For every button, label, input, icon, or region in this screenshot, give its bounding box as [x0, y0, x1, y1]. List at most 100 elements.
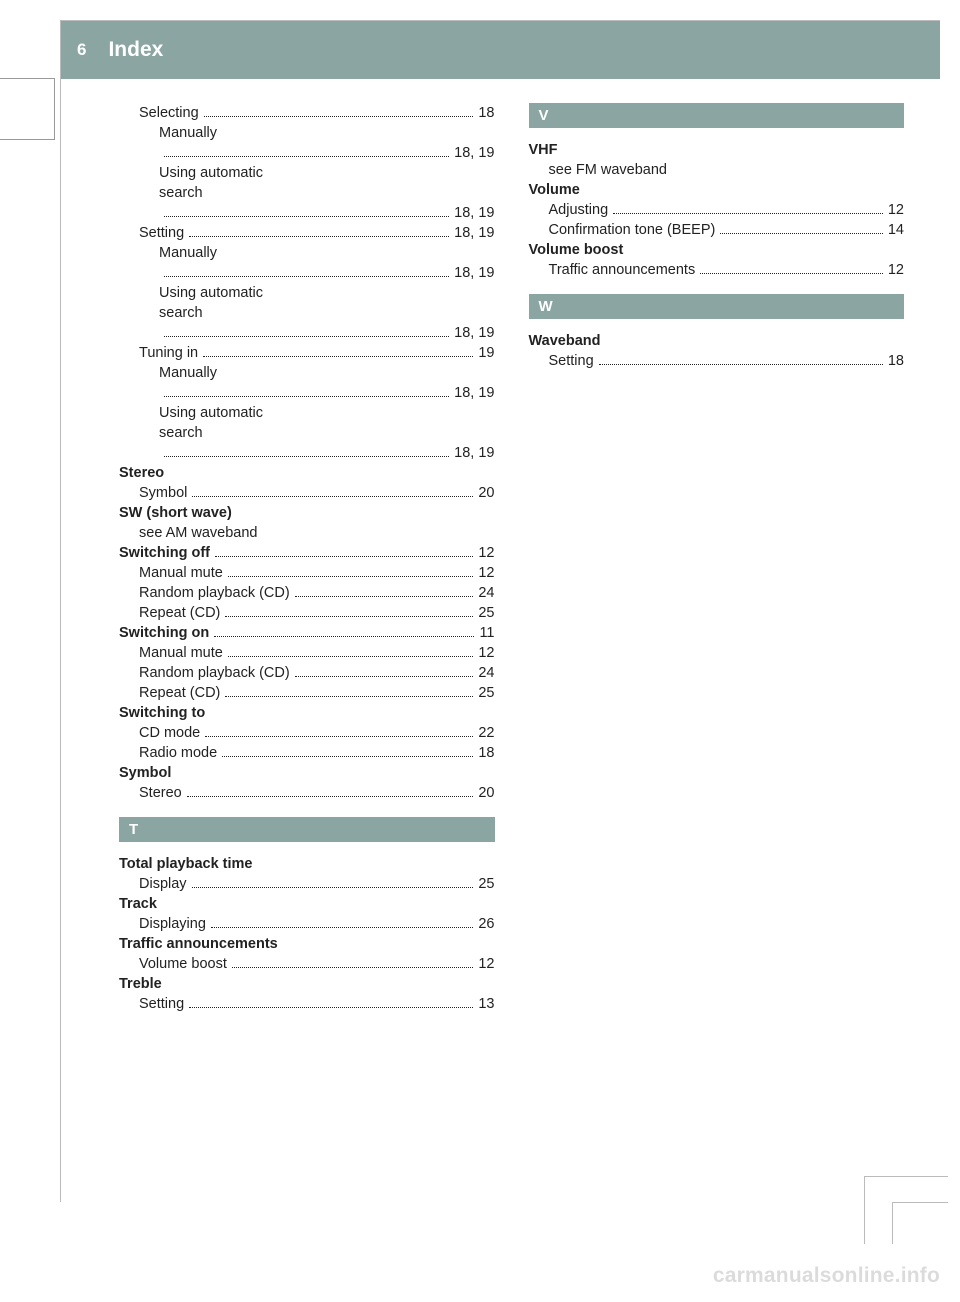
- index-entry-page: 18, 19: [454, 203, 494, 223]
- index-entry-leader: [203, 356, 473, 357]
- index-entry-leader: [225, 696, 473, 697]
- index-entry-leader: [228, 656, 474, 657]
- index-text: Using automatic: [119, 403, 495, 423]
- index-entry-leader: [720, 233, 883, 234]
- index-section-bar: V: [529, 103, 905, 128]
- index-entry-page: 12: [888, 260, 904, 280]
- index-text: Manually: [119, 123, 495, 143]
- index-entry: Random playback (CD)24: [119, 583, 495, 603]
- index-text: Waveband: [529, 331, 905, 351]
- index-entry-leader: [700, 273, 883, 274]
- index-entry-page: 12: [478, 643, 494, 663]
- index-entry-label: Repeat (CD): [139, 683, 220, 703]
- index-entry-page: 18, 19: [454, 443, 494, 463]
- index-entry-page: 12: [478, 543, 494, 563]
- page-frame: 6 Index Selecting18Manually18, 19Using a…: [60, 20, 940, 1202]
- page-corner-outer: [864, 1176, 948, 1244]
- index-entry-label: Random playback (CD): [139, 663, 290, 683]
- index-text: see FM waveband: [529, 160, 905, 180]
- index-entry: Setting 13: [119, 994, 495, 1014]
- index-text: Track: [119, 894, 495, 914]
- index-entry-page: 19: [478, 343, 494, 363]
- page-title: Index: [108, 38, 163, 62]
- index-entry-leader: [164, 156, 449, 157]
- index-entry-leader: [295, 676, 474, 677]
- index-entry: Symbol20: [119, 483, 495, 503]
- index-entry: Setting18, 19: [119, 223, 495, 243]
- index-entry-page: 13: [478, 994, 494, 1014]
- index-entry: Manual mute 12: [119, 643, 495, 663]
- index-entry-leader: [225, 616, 473, 617]
- index-entry-leader: [164, 276, 449, 277]
- index-entry-page: 20: [478, 783, 494, 803]
- index-entry-leader: [211, 927, 473, 928]
- index-text: Treble: [119, 974, 495, 994]
- index-entry: Switching on11: [119, 623, 495, 643]
- index-entry-label: Volume boost: [139, 954, 227, 974]
- index-entry-leader: [164, 396, 449, 397]
- index-entry: 18, 19: [119, 323, 495, 343]
- index-entry: Repeat (CD) 25: [119, 603, 495, 623]
- index-entry-label: Random playback (CD): [139, 583, 290, 603]
- index-entry-leader: [295, 596, 474, 597]
- index-entry-leader: [164, 336, 449, 337]
- index-text: Volume boost: [529, 240, 905, 260]
- index-entry-page: 11: [479, 623, 494, 643]
- index-text: see AM waveband: [119, 523, 495, 543]
- index-entry-leader: [164, 216, 449, 217]
- index-entry: 18, 19: [119, 143, 495, 163]
- index-entry-leader: [205, 736, 473, 737]
- index-entry-label: Manual mute: [139, 643, 223, 663]
- index-text: SW (short wave): [119, 503, 495, 523]
- index-entry-leader: [215, 556, 473, 557]
- index-entry-leader: [189, 1007, 473, 1008]
- page-number: 6: [77, 40, 86, 60]
- index-entry-page: 12: [888, 200, 904, 220]
- index-entry-page: 18, 19: [454, 383, 494, 403]
- index-entry-label: Repeat (CD): [139, 603, 220, 623]
- index-entry-label: Setting: [549, 351, 594, 371]
- index-entry-leader: [192, 496, 473, 497]
- index-right-column: VVHFsee FM wavebandVolumeAdjusting12Conf…: [529, 103, 905, 1014]
- index-entry-leader: [222, 756, 473, 757]
- index-entry: Volume boost12: [119, 954, 495, 974]
- index-entry-leader: [189, 236, 449, 237]
- index-text: Stereo: [119, 463, 495, 483]
- index-entry-page: 18: [888, 351, 904, 371]
- index-entry-page: 25: [478, 603, 494, 623]
- index-text: Symbol: [119, 763, 495, 783]
- index-entry: Repeat (CD) 25: [119, 683, 495, 703]
- index-entry-page: 26: [478, 914, 494, 934]
- index-entry-label: Traffic announcements: [549, 260, 696, 280]
- index-text: Volume: [529, 180, 905, 200]
- page-tab-left: [0, 78, 55, 140]
- index-entry: CD mode22: [119, 723, 495, 743]
- index-entry: 18, 19: [119, 383, 495, 403]
- index-entry-page: 25: [478, 683, 494, 703]
- index-text: Traffic announcements: [119, 934, 495, 954]
- index-text: Manually: [119, 243, 495, 263]
- index-entry-page: 12: [478, 563, 494, 583]
- index-entry: 18, 19: [119, 263, 495, 283]
- index-entry-label: CD mode: [139, 723, 200, 743]
- index-entry: Radio mode18: [119, 743, 495, 763]
- page-header: 6 Index: [61, 21, 940, 79]
- index-entry-label: Setting: [139, 994, 184, 1014]
- index-entry-page: 24: [478, 663, 494, 683]
- index-entry: Switching off12: [119, 543, 495, 563]
- index-text: search: [119, 303, 495, 323]
- index-entry-label: Manual mute: [139, 563, 223, 583]
- index-content: Selecting18Manually18, 19Using automatic…: [61, 79, 940, 1034]
- index-entry-leader: [599, 364, 883, 365]
- index-entry-leader: [164, 456, 449, 457]
- index-entry-page: 18, 19: [454, 143, 494, 163]
- index-entry: Random playback (CD) 24: [119, 663, 495, 683]
- page-corner-inner: [892, 1202, 948, 1244]
- index-entry-page: 18, 19: [454, 223, 494, 243]
- index-section-bar: W: [529, 294, 905, 319]
- index-entry-page: 18: [478, 743, 494, 763]
- index-text: VHF: [529, 140, 905, 160]
- index-entry: Displaying26: [119, 914, 495, 934]
- index-entry-page: 18, 19: [454, 323, 494, 343]
- index-entry-label: Adjusting: [549, 200, 609, 220]
